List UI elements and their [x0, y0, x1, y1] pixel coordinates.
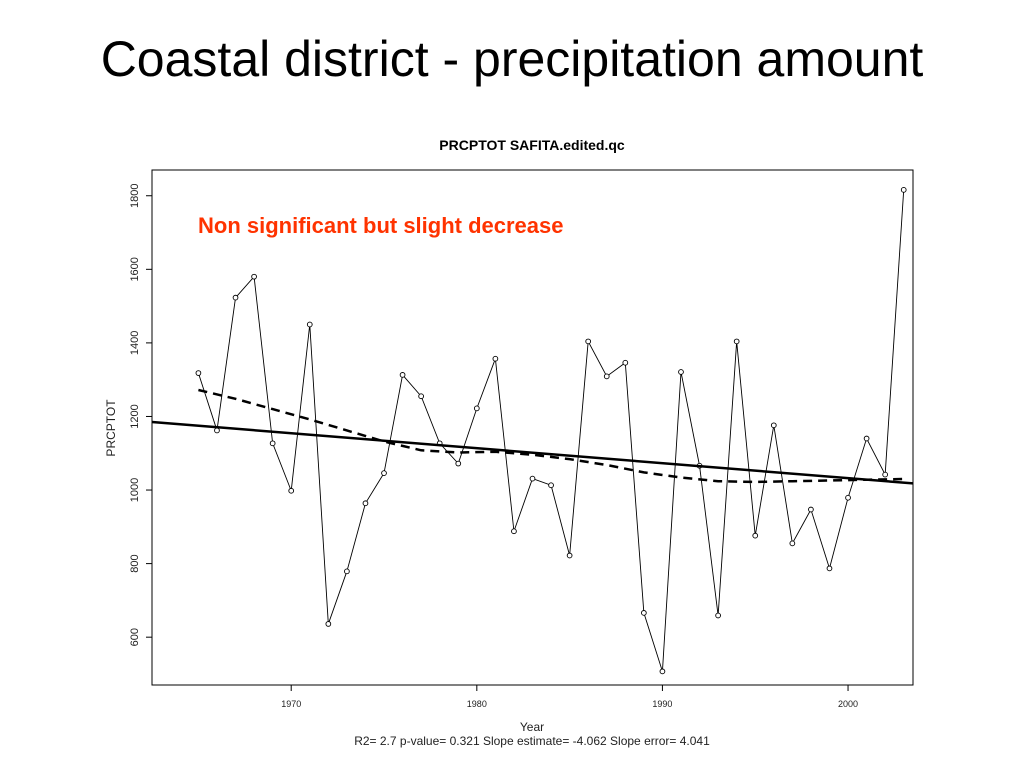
regression-stats: R2= 2.7 p-value= 0.321 Slope estimate= -… — [354, 734, 710, 748]
precip-point — [288, 487, 295, 494]
precip-point — [752, 532, 759, 539]
y-axis-label: PRCPTOT — [104, 399, 118, 457]
precip-point — [863, 435, 870, 442]
slide-title: Coastal district - precipitation amount — [100, 31, 924, 87]
precip-point — [381, 470, 387, 476]
y-axis: 600 800 1000 1200 1400 1600 1800 — [129, 184, 152, 646]
precip-point — [269, 440, 276, 447]
precip-point — [900, 187, 907, 193]
precip-point — [770, 422, 777, 429]
precip-point — [733, 338, 740, 345]
precip-point — [306, 321, 313, 328]
precip-point — [455, 460, 462, 467]
x-axis: 1970 1980 1990 2000 — [281, 685, 858, 709]
precip-point — [195, 370, 202, 376]
precip-point — [882, 471, 889, 478]
precip-line — [197, 189, 905, 672]
precip-point — [362, 500, 369, 507]
x-tick-label: 1990 — [652, 699, 672, 709]
precip-point — [678, 369, 684, 375]
chart-title: PRCPTOT SAFITA.edited.qc — [439, 137, 625, 153]
y-tick-label: 800 — [129, 554, 141, 572]
precip-point — [659, 668, 666, 675]
precip-point — [529, 475, 536, 482]
precip-point — [214, 427, 220, 434]
precip-point — [845, 494, 851, 501]
precip-point — [251, 273, 257, 280]
y-tick-label: 1800 — [129, 184, 141, 208]
series-layer — [151, 187, 914, 675]
precip-point — [548, 482, 554, 489]
precip-point — [622, 359, 629, 366]
x-tick-label: 1980 — [467, 699, 487, 709]
precip-point — [325, 621, 332, 627]
linear-trend-line — [151, 420, 914, 485]
precip-point — [826, 565, 833, 572]
precip-point — [566, 552, 573, 559]
precip-point — [808, 506, 814, 513]
trend-annotation: Non significant but slight decrease — [198, 213, 564, 238]
x-axis-label: Year — [520, 720, 544, 734]
precip-point — [232, 294, 239, 301]
precip-point — [641, 610, 647, 616]
x-tick-label: 1970 — [281, 699, 301, 709]
precip-point — [789, 540, 796, 547]
y-tick-label: 1000 — [129, 478, 141, 502]
y-tick-label: 1600 — [129, 257, 141, 281]
precip-point — [418, 393, 424, 400]
precip-point — [603, 373, 610, 380]
y-tick-label: 600 — [129, 628, 141, 646]
plot-frame — [151, 169, 914, 686]
precip-point — [715, 612, 721, 619]
precip-point — [585, 338, 592, 345]
y-tick-label: 1400 — [129, 331, 141, 355]
y-tick-label: 1200 — [129, 404, 141, 428]
precip-point — [492, 355, 499, 362]
precip-point — [344, 568, 350, 575]
precip-point — [399, 372, 406, 378]
precip-point — [473, 405, 480, 412]
x-tick-label: 2000 — [838, 699, 858, 709]
precip-point — [511, 528, 517, 535]
smoothed-trend-line — [198, 388, 904, 484]
